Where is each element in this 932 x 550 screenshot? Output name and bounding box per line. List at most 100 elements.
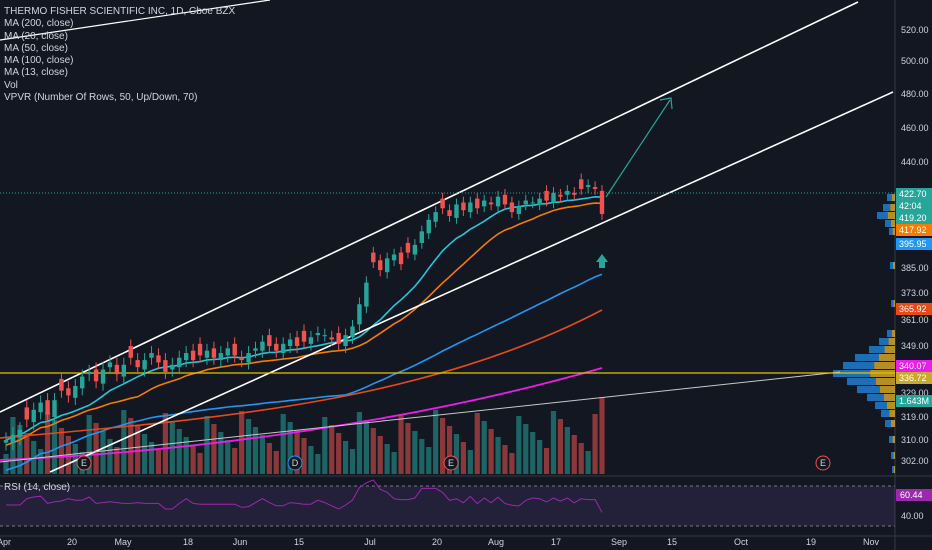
event-marker (815, 455, 831, 471)
candle (281, 343, 286, 354)
price-badge (896, 372, 932, 384)
candle (93, 369, 99, 382)
vpvr-up (892, 466, 894, 473)
rsi-line (6, 479, 603, 513)
vpvr-down (892, 436, 895, 443)
candle (544, 190, 549, 201)
volume-bar (3, 454, 9, 474)
candle (80, 376, 85, 389)
candle (481, 200, 487, 207)
volume-bar (585, 451, 591, 474)
legend-study[interactable]: MA (200, close) (4, 18, 74, 30)
legend-study[interactable]: Vol (4, 79, 18, 91)
candle (405, 242, 411, 253)
candle (488, 202, 494, 205)
vpvr-down (893, 262, 895, 269)
rsi-badge (896, 489, 932, 501)
price-tick: 310.00 (901, 435, 929, 445)
volume-bar (336, 433, 342, 474)
volume-bar (405, 423, 411, 474)
candle (149, 353, 154, 358)
candle (211, 348, 217, 358)
vpvr-up (885, 420, 891, 427)
candle (391, 254, 397, 261)
volume-bar (557, 419, 564, 474)
volume-bar (204, 416, 210, 474)
volume-bar (523, 424, 529, 474)
candle (121, 364, 127, 377)
candle (135, 360, 140, 368)
candle (225, 348, 230, 356)
vpvr-up (890, 262, 893, 269)
vpvr-up (857, 386, 880, 393)
price-badge (896, 212, 932, 224)
legend-study[interactable]: MA (100, close) (4, 55, 74, 67)
legend-study[interactable]: MA (20, close) (4, 30, 68, 42)
volume-bar (537, 440, 543, 474)
candle (447, 210, 452, 216)
candle (59, 378, 64, 391)
volume-bar (58, 428, 65, 474)
time-tick: Nov (863, 537, 880, 547)
time-tick: Sep (611, 537, 627, 547)
candles (3, 173, 608, 451)
time-tick: May (114, 537, 132, 547)
vpvr-down (891, 220, 895, 227)
volume-bar (121, 410, 127, 474)
rsi-legend[interactable]: RSI (14, close) (4, 482, 71, 493)
legend-study[interactable]: MA (50, close) (4, 42, 68, 54)
event-marker-label: E (448, 458, 454, 468)
price-tick: 385.00 (901, 263, 929, 273)
price-axis[interactable]: 520.00 500.00 480.00 460.00 440.00 385.00 373.… (896, 25, 932, 521)
time-tick: 15 (667, 537, 677, 547)
volume-bar (349, 449, 356, 474)
legend-study[interactable]: VPVR (Number Of Rows, 50, Up/Down, 70) (4, 92, 198, 104)
volume-bar (391, 452, 397, 474)
time-tick: Jun (233, 537, 248, 547)
projection-arrow-head (659, 97, 673, 110)
time-axis[interactable]: Apr 20 May 18 Jun 15 Jul 20 Aug 17 Sep 15 Oct 19 Nov (0, 537, 879, 547)
vpvr-down (891, 420, 895, 427)
volume-bar (183, 437, 189, 474)
candle (246, 353, 251, 363)
vpvr-up (875, 402, 887, 409)
volume-bar (419, 439, 425, 474)
candle (572, 192, 577, 195)
volume-bar (301, 438, 307, 474)
chart-legend: THERMO FISHER SCIENTIFIC INC, 1D, Cboe B… (4, 6, 235, 104)
candle (565, 190, 570, 195)
vpvr-down (875, 378, 895, 385)
volume-bar (24, 433, 30, 474)
price-tick: 329.00 (901, 388, 929, 398)
candle (197, 343, 203, 356)
candle (398, 252, 404, 265)
volume-bar (592, 414, 598, 474)
candle (599, 190, 605, 215)
candle (3, 440, 9, 443)
candle (73, 385, 78, 398)
volume-bar (100, 431, 106, 474)
projection-arrow (605, 99, 671, 198)
volume-profile (833, 194, 895, 473)
volume-bar (93, 423, 99, 474)
volume-bar (370, 428, 376, 474)
candle (253, 348, 258, 351)
vpvr-up (867, 394, 884, 401)
candle (537, 198, 542, 205)
volume-bar (398, 415, 404, 474)
candle (530, 202, 535, 204)
candle (433, 212, 438, 222)
candle (378, 260, 383, 271)
candle (177, 357, 182, 368)
rsi-tick: 40.00 (901, 511, 924, 521)
time-tick: Apr (0, 537, 11, 547)
volume-bar (38, 449, 44, 474)
candle (274, 343, 279, 351)
volume-bar (273, 451, 279, 474)
candle (294, 337, 300, 346)
rsi-pane (0, 479, 895, 527)
candle (204, 350, 210, 358)
legend-study[interactable]: MA (13, close) (4, 67, 68, 79)
volume-bar (211, 424, 217, 474)
